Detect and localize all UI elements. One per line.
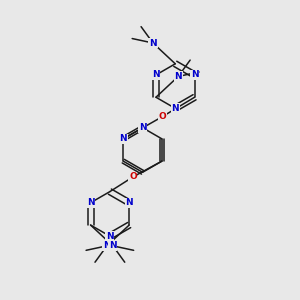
Text: N: N (119, 134, 127, 143)
Text: O: O (159, 112, 167, 121)
Text: N: N (106, 232, 114, 241)
Text: O: O (129, 172, 137, 182)
Text: N: N (174, 72, 182, 81)
Text: N: N (139, 123, 146, 132)
Text: N: N (149, 38, 157, 47)
Text: N: N (109, 242, 117, 250)
Text: N: N (125, 198, 133, 207)
Text: N: N (191, 70, 198, 80)
Text: N: N (152, 70, 160, 80)
Text: N: N (103, 242, 111, 250)
Text: N: N (87, 198, 94, 207)
Text: N: N (172, 104, 179, 113)
